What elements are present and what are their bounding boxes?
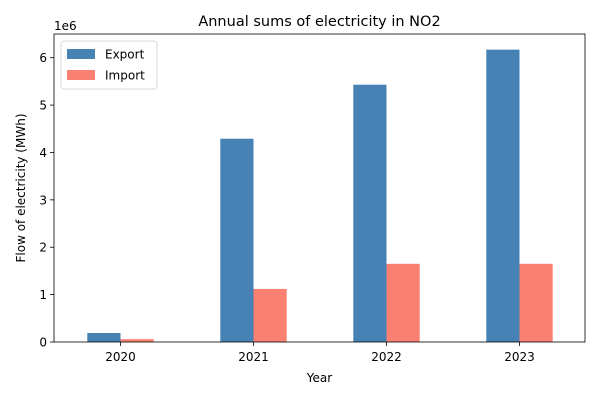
bars	[87, 49, 553, 342]
y-scale-label: 1e6	[54, 19, 77, 33]
bar-import-2020	[120, 339, 154, 342]
chart-title: Annual sums of electricity in NO2	[198, 14, 440, 30]
x-tick-label: 2021	[238, 350, 269, 364]
legend-swatch-import	[67, 70, 95, 80]
legend-label-import: Import	[105, 69, 145, 83]
y-axis-label: Flow of electricity (MWh)	[14, 114, 28, 263]
y-tick-label: 5	[39, 99, 47, 113]
y-tick-label: 0	[39, 336, 47, 350]
bar-export-2023	[486, 49, 520, 342]
y-tick-label: 6	[39, 51, 47, 65]
legend-swatch-export	[67, 49, 95, 59]
bar-import-2023	[519, 263, 553, 342]
y-tick-label: 3	[39, 193, 47, 207]
bar-export-2020	[87, 333, 121, 342]
bar-export-2022	[353, 84, 387, 342]
bar-export-2021	[220, 138, 254, 342]
x-axis: 2020 2021 2022 2023	[105, 342, 535, 364]
x-axis-label: Year	[306, 371, 332, 385]
y-tick-label: 4	[39, 146, 47, 160]
bar-import-2021	[253, 288, 287, 342]
y-tick-label: 1	[39, 288, 47, 302]
legend: Export Import	[60, 40, 158, 90]
y-tick-label: 2	[39, 241, 47, 255]
x-tick-label: 2023	[504, 350, 535, 364]
x-tick-label: 2022	[371, 350, 402, 364]
y-axis: 0 1 2 3 4 5 6	[39, 51, 54, 350]
legend-label-export: Export	[105, 48, 145, 62]
plot-frame	[53, 33, 586, 343]
x-tick-label: 2020	[105, 350, 136, 364]
bar-import-2022	[386, 263, 420, 342]
